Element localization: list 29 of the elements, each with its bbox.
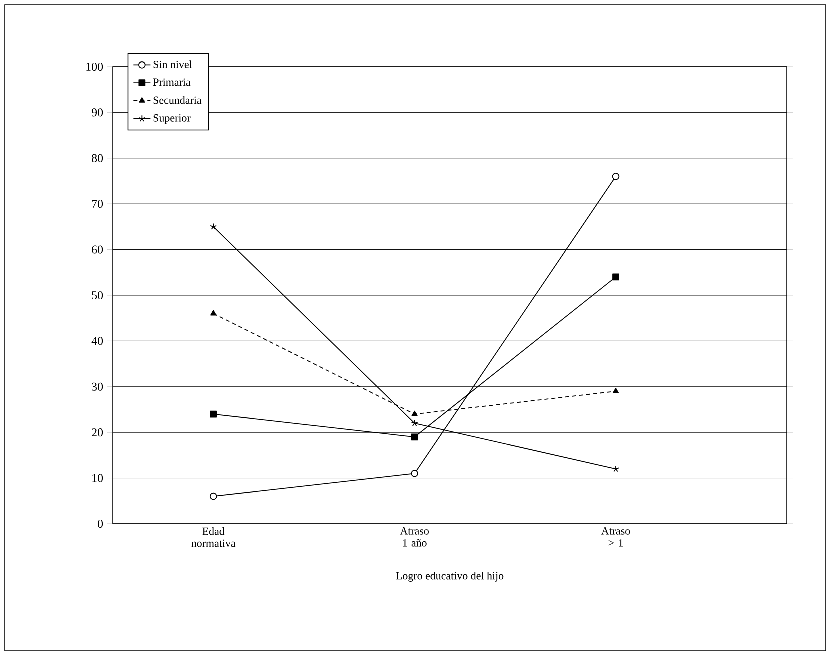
y-tick-label: 40 [92,337,104,346]
point [412,410,418,416]
point [210,310,217,316]
point [411,470,418,478]
x-axis-title: Logro educativo del hijo [396,572,504,582]
point [612,274,620,281]
point [210,492,218,500]
point [612,173,620,180]
y-tick-label: 60 [92,246,104,254]
x-tick-label: Atraso > 1 [601,528,630,547]
point [612,388,620,394]
y-tick-label: 80 [92,154,104,162]
y-tick-label: 90 [92,108,104,117]
legend-label: Primaria [153,78,191,86]
legend-label: Superior [154,114,191,124]
x-tick-label: Atraso 1 año [400,528,429,547]
point [210,410,218,418]
point [411,434,418,441]
y-tick-label: 100 [86,62,104,72]
y-tick-label: 50 [92,291,104,300]
y-tick-label: 30 [92,382,104,391]
legend-label: Secundaria [154,96,202,104]
y-tick-label: 0 [98,520,104,528]
x-tick-label: Edad normativa [192,528,236,548]
y-tick-label: 20 [92,428,104,437]
point [411,420,418,426]
y-tick-label: 70 [92,200,104,208]
y-tick-label: 10 [92,474,104,482]
legend-label: Sin nivel [154,60,192,68]
